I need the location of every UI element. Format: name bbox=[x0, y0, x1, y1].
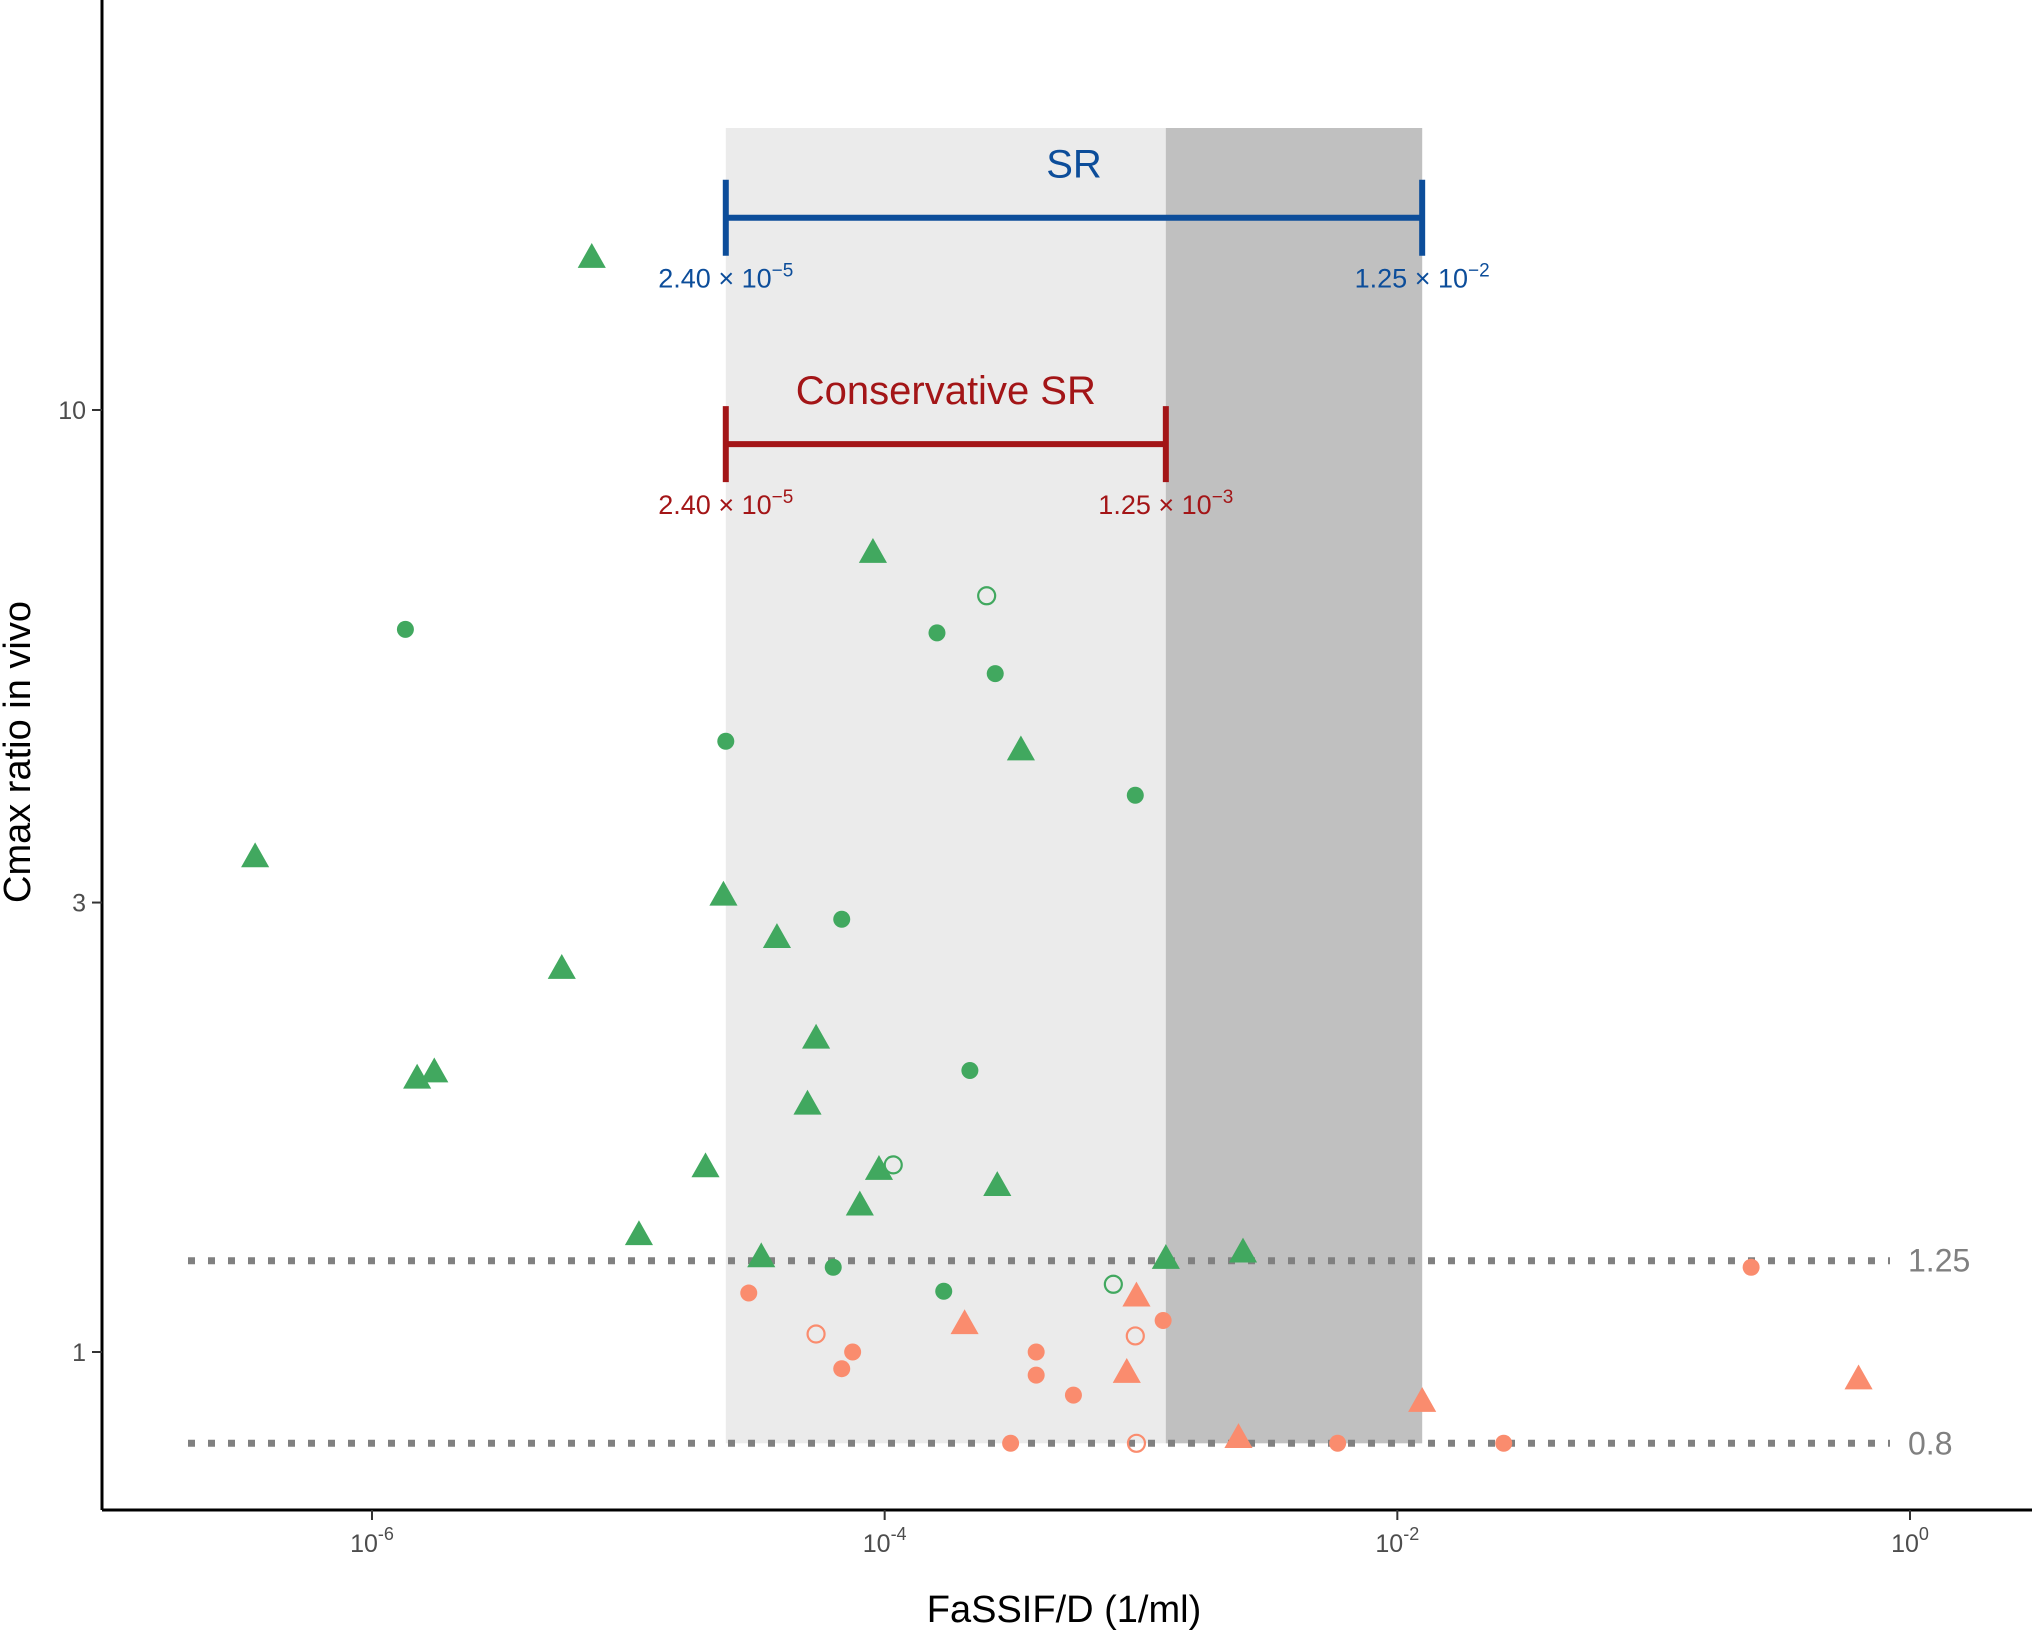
point-fail-circle-10 bbox=[1742, 1258, 1760, 1276]
point-fail-circle-1 bbox=[833, 1360, 851, 1378]
y-tick-label-0: 1 bbox=[72, 1339, 86, 1367]
point-pass-triangle-10 bbox=[793, 1089, 822, 1115]
point-pass-triangle-9 bbox=[762, 923, 792, 948]
point-fail-circle-open-1 bbox=[1125, 1326, 1145, 1346]
point-pass-triangle-1 bbox=[577, 242, 606, 268]
point-pass-triangle-17 bbox=[1151, 1244, 1180, 1269]
x-tick-label-3: 100 bbox=[1891, 1524, 1929, 1558]
point-pass-circle-1 bbox=[717, 732, 735, 750]
point-pass-circle-open-2 bbox=[1103, 1274, 1123, 1294]
point-fail-triangle-4 bbox=[1408, 1386, 1437, 1412]
range-title-0: SR bbox=[1046, 143, 1102, 187]
point-pass-circle-6 bbox=[961, 1061, 979, 1079]
point-fail-triangle-2 bbox=[1122, 1281, 1151, 1307]
point-fail-circle-7 bbox=[1154, 1312, 1172, 1330]
range-max-label-1: 1.25 × 10−3 bbox=[1098, 487, 1233, 520]
range-brackets: SR 2.40 × 10−5 1.25 × 10−2 Conservative SR 2… bbox=[658, 143, 1489, 520]
point-pass-triangle-5 bbox=[624, 1220, 654, 1246]
shaded-bands bbox=[725, 128, 1423, 1444]
y-axis-title: Cmax ratio in vivo bbox=[0, 601, 39, 903]
point-pass-triangle-15 bbox=[983, 1171, 1012, 1196]
point-pass-triangle-13 bbox=[858, 537, 888, 563]
range-title-1: Conservative SR bbox=[796, 369, 1096, 413]
x-tick-label-0: 10-6 bbox=[350, 1524, 394, 1558]
range-max-label-0: 1.25 × 10−2 bbox=[1355, 261, 1490, 294]
point-fail-triangle-0 bbox=[950, 1309, 979, 1335]
point-pass-triangle-8 bbox=[747, 1242, 776, 1268]
point-fail-circle-open-2 bbox=[1126, 1433, 1147, 1453]
y-tick-label-2: 10 bbox=[58, 397, 86, 425]
point-pass-triangle-0 bbox=[241, 842, 270, 868]
range-min-label-1: 2.40 × 10−5 bbox=[658, 487, 793, 520]
point-fail-circle-2 bbox=[844, 1343, 862, 1361]
point-fail-triangle-1 bbox=[1112, 1357, 1141, 1383]
point-fail-circle-4 bbox=[1027, 1343, 1045, 1361]
point-pass-circle-5 bbox=[935, 1282, 953, 1300]
point-pass-triangle-6 bbox=[691, 1152, 720, 1178]
point-pass-triangle-12 bbox=[845, 1190, 874, 1216]
point-fail-triangle-5 bbox=[1844, 1364, 1873, 1390]
reference-lines: 1.25 0.8 bbox=[188, 1243, 1970, 1461]
point-pass-circle-8 bbox=[1126, 786, 1144, 804]
range-min-label-0: 2.40 × 10−5 bbox=[658, 261, 793, 294]
x-tick-label-1: 10-4 bbox=[863, 1524, 907, 1558]
reference-line-label-0: 1.25 bbox=[1908, 1243, 1970, 1279]
x-tick-label-2: 10-2 bbox=[1375, 1524, 1419, 1558]
point-fail-circle-3 bbox=[1002, 1434, 1020, 1452]
point-pass-circle-3 bbox=[833, 910, 851, 928]
point-pass-triangle-3 bbox=[420, 1057, 449, 1083]
data-points bbox=[241, 242, 1873, 1453]
point-fail-circle-9 bbox=[1495, 1434, 1513, 1452]
band-dark bbox=[1165, 128, 1423, 1444]
point-pass-triangle-11 bbox=[802, 1023, 831, 1049]
point-pass-triangle-4 bbox=[547, 954, 576, 979]
x-axis-title: FaSSIF/D (1/ml) bbox=[927, 1589, 1201, 1631]
point-fail-circle-5 bbox=[1027, 1366, 1045, 1384]
point-fail-circle-6 bbox=[1064, 1386, 1082, 1404]
point-pass-circle-open-1 bbox=[883, 1155, 903, 1175]
point-fail-circle-8 bbox=[1329, 1434, 1347, 1452]
point-pass-circle-2 bbox=[824, 1258, 842, 1276]
y-tick-label-1: 3 bbox=[72, 890, 86, 918]
point-pass-circle-7 bbox=[986, 665, 1004, 683]
reference-line-label-1: 0.8 bbox=[1908, 1425, 1952, 1461]
point-pass-triangle-18 bbox=[1228, 1237, 1258, 1263]
point-fail-circle-0 bbox=[740, 1284, 758, 1302]
point-pass-circle-4 bbox=[928, 624, 946, 642]
point-fail-circle-open-0 bbox=[806, 1324, 826, 1344]
point-pass-circle-open-0 bbox=[977, 586, 997, 606]
axes: 1 3 10 10-6 10-4 10-2 100 bbox=[58, 0, 2032, 1558]
point-pass-triangle-7 bbox=[709, 880, 738, 906]
point-fail-triangle-3 bbox=[1224, 1423, 1253, 1449]
point-pass-circle-0 bbox=[396, 620, 414, 638]
point-pass-triangle-16 bbox=[1006, 735, 1035, 761]
